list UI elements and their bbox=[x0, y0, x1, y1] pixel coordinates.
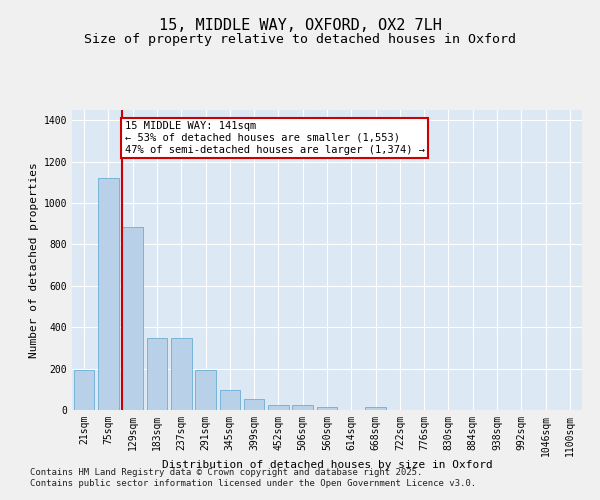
Bar bbox=[146, 338, 167, 410]
Text: 15, MIDDLE WAY, OXFORD, OX2 7LH: 15, MIDDLE WAY, OXFORD, OX2 7LH bbox=[158, 18, 442, 32]
Y-axis label: Number of detached properties: Number of detached properties bbox=[29, 162, 40, 358]
Bar bbox=[74, 370, 94, 410]
Bar bbox=[365, 407, 386, 410]
Text: Contains HM Land Registry data © Crown copyright and database right 2025.
Contai: Contains HM Land Registry data © Crown c… bbox=[30, 468, 476, 487]
Bar bbox=[268, 406, 289, 410]
Bar bbox=[220, 390, 240, 410]
X-axis label: Distribution of detached houses by size in Oxford: Distribution of detached houses by size … bbox=[161, 460, 493, 470]
Bar bbox=[98, 178, 119, 410]
Text: 15 MIDDLE WAY: 141sqm
← 53% of detached houses are smaller (1,553)
47% of semi-d: 15 MIDDLE WAY: 141sqm ← 53% of detached … bbox=[125, 122, 425, 154]
Bar bbox=[195, 370, 216, 410]
Bar bbox=[292, 406, 313, 410]
Text: Size of property relative to detached houses in Oxford: Size of property relative to detached ho… bbox=[84, 32, 516, 46]
Bar bbox=[122, 227, 143, 410]
Bar bbox=[244, 398, 265, 410]
Bar bbox=[171, 338, 191, 410]
Bar bbox=[317, 407, 337, 410]
